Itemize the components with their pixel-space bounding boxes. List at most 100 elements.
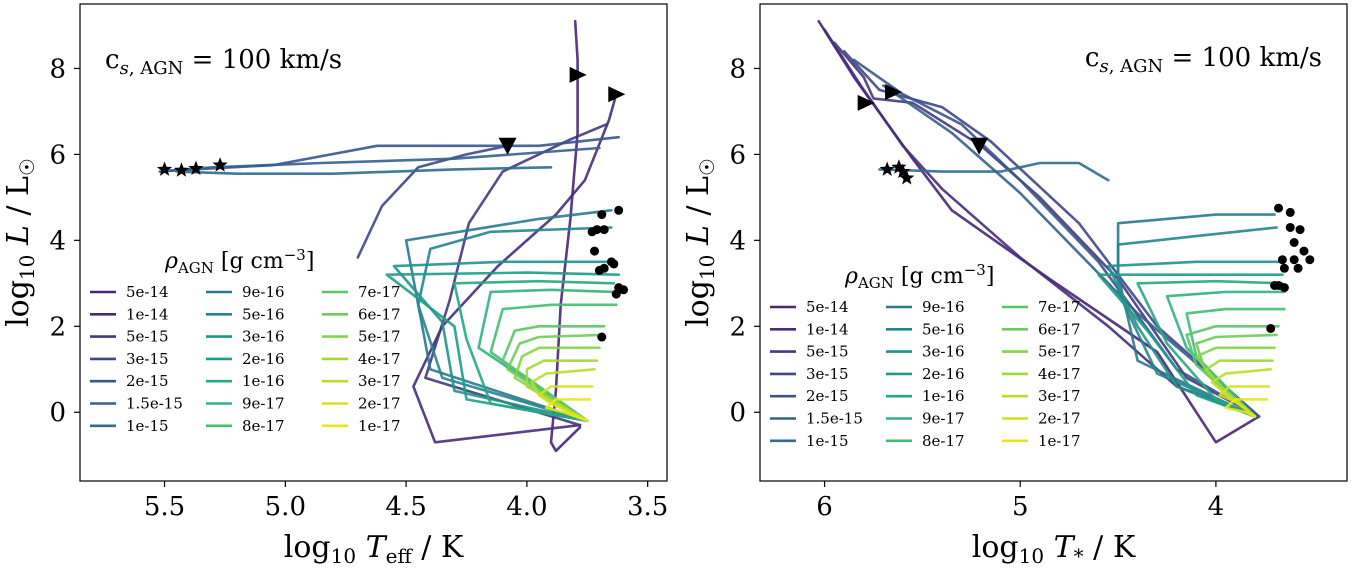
legend-entry: 1e-16 [922,387,965,405]
legend-entry: 3e-16 [922,343,965,361]
legend-entry: 2e-17 [358,395,401,413]
tracks-group [817,19,1286,444]
y-tick-label: 8 [49,54,66,84]
dot-marker [590,246,600,256]
dot-marker [1277,255,1287,265]
dot-marker [609,259,619,269]
track-1e-15 [175,166,553,175]
star-marker [156,161,173,176]
legend-entry: 3e-16 [242,328,285,346]
track-3e-15 [842,50,1261,418]
track-3e-15 [356,144,509,259]
dot-marker [1295,225,1305,235]
panel-1: 5.5 5.0 4.5 4.0 3.5 0 2 4 6 8 log10 Teff / K log10 … [1,3,668,568]
dot-marker [587,227,597,237]
x-tick-label: 4 [1208,492,1225,522]
dot-marker [1266,323,1276,333]
x-tick-label: 3.5 [627,492,668,522]
legend-entry: 1e-15 [806,432,849,450]
legend-entry: 1e-14 [806,320,849,338]
y-tick-label: 0 [729,398,746,428]
track-1e-17 [544,398,591,423]
legend-entry: 5e-17 [358,328,401,346]
legend-entry: 1.5e-15 [806,410,863,428]
y-tick-label: 4 [49,226,66,256]
legend-entry: 7e-17 [1038,298,1081,316]
track-2e-17 [1218,385,1270,418]
dot-marker [1285,207,1295,217]
dot-marker [594,265,604,275]
triangle-down-marker [498,137,517,155]
dot-marker [611,289,621,299]
track-5e-15 [424,123,608,427]
dot-marker [1285,222,1295,232]
y-tick-label: 8 [729,54,746,84]
dot-marker [614,205,624,215]
star-marker [212,157,228,172]
dot-marker [597,332,607,342]
x-tick-label: 5 [1012,492,1029,522]
track-3e-16 [1107,260,1280,418]
legend-entry: 8e-17 [922,432,965,450]
plot-frame [759,3,1348,482]
y-tick-label: 2 [49,312,66,342]
legend-entry: 1e-16 [242,372,285,390]
panel-2: 6 5 4 0 2 4 6 8 log10 T* / K log10 L / L☉ cs, AGN … [681,3,1348,568]
triangle-right-marker [608,86,626,103]
dot-marker [1293,263,1303,273]
y-tick-label: 2 [729,312,746,342]
legend-entry: 5e-14 [806,298,849,316]
track-1e-16 [453,279,616,423]
legend-entry: 5e-16 [922,320,965,338]
legend-entry: 9e-16 [922,298,965,316]
dot-marker [1305,255,1315,265]
y-tick-label: 6 [729,140,746,170]
y-tick-label: 0 [49,398,66,428]
legend-entry: 1.5e-15 [126,395,183,413]
dot-marker [1274,203,1284,213]
legend-entry: 4e-17 [358,350,401,368]
dot-marker [619,285,629,295]
legend-entry: 9e-17 [242,395,285,413]
legend-entry: 4e-17 [1038,365,1081,383]
track-2e-16 [385,271,620,423]
x-tick-label: 5.5 [144,492,185,522]
dot-marker [1279,283,1289,293]
track-1e-16 [1136,279,1284,418]
legend-entry: 5e-14 [126,283,169,301]
track-1e-17 [1224,398,1269,418]
legend-entry: 5e-15 [806,343,849,361]
triangle-down-marker [970,137,989,155]
y-axis-label: log10 L / L☉ [1,158,39,327]
tracks-group [158,19,620,453]
legend-entry: 1e-17 [1038,432,1081,450]
star-marker [899,170,915,185]
star-marker [188,160,204,176]
star-marker [891,159,907,174]
legend-entry: 9e-17 [922,410,965,428]
legend-title: ρAGN [g cm−3] [844,261,994,292]
dot-marker [1279,263,1289,273]
x-axis-label: log10 T* / K [972,530,1136,567]
star-marker [879,161,895,176]
legend-entry: 2e-17 [1038,410,1081,428]
dot-marker [1289,255,1299,265]
track-2e-16 [1097,273,1284,418]
triangle-right-marker [885,84,903,101]
legend-entry: 6e-17 [1038,320,1081,338]
dot-marker [597,210,607,220]
y-axis-label: log10 L / L☉ [681,158,719,327]
track-1e-15 [878,161,1110,182]
legend-entry: 9e-16 [242,283,285,301]
sound-speed-annotation: cs, AGN = 100 km/s [1085,43,1322,77]
legend-entry: 3e-15 [126,350,169,368]
track-2e-17 [537,385,594,423]
plot-frame [79,3,668,482]
legend-entry: 3e-15 [806,365,849,383]
track-9e-17 [477,288,616,423]
dot-marker [599,225,609,235]
legend-entry: 5e-17 [1038,343,1081,361]
legend-entry: 2e-15 [806,387,849,405]
x-tick-label: 6 [816,492,833,522]
